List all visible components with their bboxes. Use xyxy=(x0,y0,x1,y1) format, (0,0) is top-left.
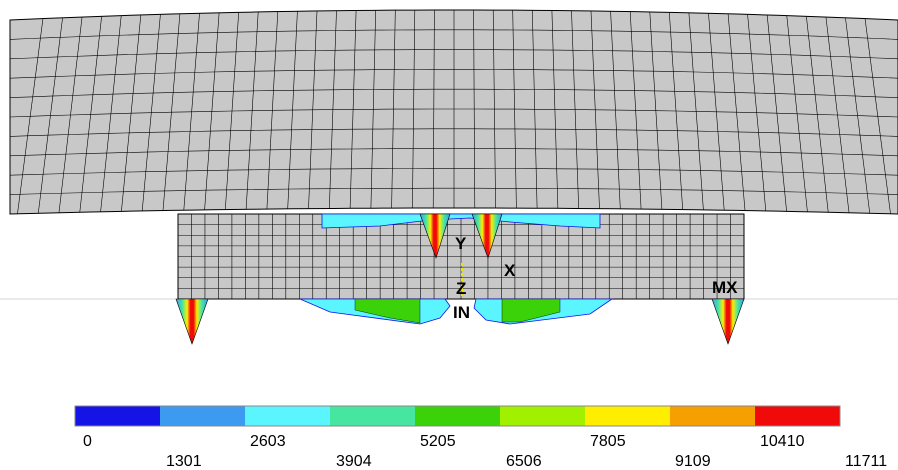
beam-mesh-col xyxy=(669,12,683,210)
beam-mesh-col xyxy=(204,12,220,210)
legend-tick-label: 11711 xyxy=(845,453,887,470)
beam-mesh-col xyxy=(287,11,298,209)
beam-mesh-col xyxy=(38,18,63,214)
beam-mesh-col xyxy=(492,10,496,209)
beam-mesh-col xyxy=(532,10,538,209)
origin-label: IN xyxy=(453,303,470,322)
color-legend: 0 2603 5205 7805 10410 1301 3904 6506 9109 11711 xyxy=(74,405,887,470)
beam-mesh-col xyxy=(845,18,870,214)
legend-band xyxy=(415,406,501,426)
legend-tick-label: 5205 xyxy=(420,433,456,450)
legend-tick-label: 6506 xyxy=(506,453,542,470)
legend-band xyxy=(500,406,586,426)
legend-tick-label: 3904 xyxy=(336,453,372,470)
beam-mesh-col xyxy=(825,17,850,213)
legend-tick-label: 9109 xyxy=(675,453,711,470)
beam-mesh-col xyxy=(391,10,396,209)
legend-band xyxy=(160,406,246,426)
legend-tick-label: 2603 xyxy=(250,433,286,450)
beam-mesh-col xyxy=(162,13,181,211)
legend-band xyxy=(75,406,161,426)
legend-band xyxy=(585,406,671,426)
beam-mesh-col xyxy=(766,15,787,212)
beam-mesh-col xyxy=(266,11,279,210)
x-axis-label: X xyxy=(504,261,516,280)
beam-mesh-col xyxy=(747,14,767,211)
legend-band xyxy=(330,406,416,426)
beam-mesh-col xyxy=(183,13,200,211)
beam-mesh-col xyxy=(473,9,476,209)
beam-mesh-col xyxy=(58,17,83,213)
beam-mesh-col xyxy=(727,13,746,211)
beam-mesh-col xyxy=(308,10,318,209)
legend-band xyxy=(670,406,756,426)
beam-mesh-col xyxy=(786,15,808,212)
beam-mesh-col xyxy=(590,10,600,209)
bottom-contact-contour xyxy=(175,298,745,345)
beam-mesh-col xyxy=(806,16,829,213)
top-contact-contour xyxy=(321,213,601,259)
max-marker: MX xyxy=(712,278,738,297)
beam-mesh-col xyxy=(412,10,416,209)
beam-mesh-col xyxy=(688,12,704,210)
beam-mesh-col xyxy=(245,12,259,210)
legend-band xyxy=(245,406,331,426)
beam-mesh-col xyxy=(629,11,642,210)
beam-mesh-col xyxy=(329,10,337,209)
beam-mesh-col xyxy=(512,10,517,209)
beam-mesh-col xyxy=(225,12,239,210)
beam-mesh-col xyxy=(708,13,725,211)
legend-tick-label: 1301 xyxy=(166,453,202,470)
legend-tick-label: 7805 xyxy=(590,433,626,450)
beam-mesh-col xyxy=(432,9,435,209)
beam-mesh-col xyxy=(571,10,579,209)
legend-tick-label: 10410 xyxy=(760,433,805,450)
axis-triad: Y X Z IN xyxy=(453,234,516,322)
beam-mesh-col xyxy=(551,10,559,209)
beam-mesh-col xyxy=(649,12,663,210)
beam-mesh-col xyxy=(370,10,376,209)
y-axis-label: Y xyxy=(455,234,467,253)
legend-band xyxy=(755,406,841,426)
legend-bands xyxy=(75,406,841,426)
beam-mesh-col xyxy=(349,10,357,209)
beam-mesh-col xyxy=(79,16,102,213)
beam-mesh-col xyxy=(121,15,142,212)
beam-mesh xyxy=(9,9,898,215)
legend-tick-label: 0 xyxy=(83,433,92,450)
beam-mesh-col xyxy=(100,15,122,212)
beam-mesh-col xyxy=(141,14,161,211)
z-axis-label: Z xyxy=(456,279,466,298)
beam-mesh-col xyxy=(864,19,891,214)
beam-mesh-col xyxy=(610,11,621,209)
beam-mesh-col xyxy=(17,19,44,214)
